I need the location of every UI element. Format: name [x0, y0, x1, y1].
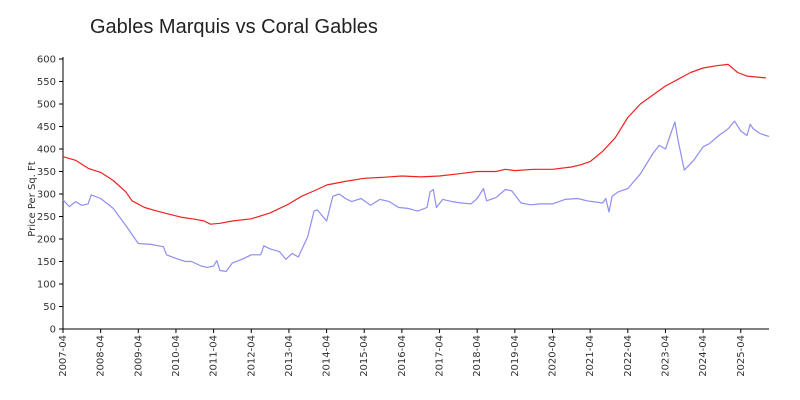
axes: [62, 57, 769, 330]
y-tick-label: 500: [37, 100, 56, 111]
y-tick-label: 300: [37, 190, 56, 201]
x-tick-label: 2017-04: [435, 335, 446, 377]
x-tick-label: 2016-04: [397, 335, 408, 377]
x-tick-label: 2024-04: [698, 335, 709, 377]
y-tick-label: 0: [50, 325, 56, 336]
x-tick-label: 2014-04: [322, 335, 333, 377]
x-tick-label: 2012-04: [246, 335, 257, 377]
x-tick-label: 2010-04: [171, 335, 182, 377]
x-tick-label: 2021-04: [585, 335, 596, 377]
x-tick-label: 2019-04: [510, 335, 521, 377]
x-tick-label: 2025-04: [736, 335, 747, 377]
y-axis-title: Price Per Sq. Ft: [27, 161, 38, 236]
y-ticks: 0 50 100 150 200 250 300 350 400 450 500 550 600: [37, 55, 63, 336]
series-line-2: [62, 120, 770, 272]
x-tick-label: 2018-04: [472, 335, 483, 377]
y-tick-label: 450: [37, 122, 56, 133]
x-tick-label: 2023-04: [660, 335, 671, 377]
y-tick-label: 100: [37, 280, 56, 291]
y-tick-label: 400: [37, 145, 56, 156]
x-tick-label: 2015-04: [359, 335, 370, 377]
x-tick-label: 2020-04: [547, 335, 558, 377]
y-tick-label: 150: [37, 257, 56, 268]
y-tick-label: 250: [37, 212, 56, 223]
series-line-1: [62, 63, 766, 225]
x-tick-label: 2007-04: [58, 335, 69, 377]
series-layer: [62, 63, 770, 272]
x-ticks: 2007-04 2008-04 2009-04 2010-04 2011-04 2012-…: [58, 329, 747, 377]
x-tick-label: 2008-04: [96, 335, 107, 377]
y-tick-label: 600: [37, 55, 56, 66]
y-tick-label: 550: [37, 77, 56, 88]
chart-title: Gables Marquis vs Coral Gables: [90, 16, 378, 38]
y-tick-label: 200: [37, 235, 56, 246]
y-tick-label: 50: [43, 302, 56, 313]
x-tick-label: 2013-04: [284, 335, 295, 377]
y-tick-label: 350: [37, 167, 56, 178]
x-tick-label: 2022-04: [623, 335, 634, 377]
x-tick-label: 2011-04: [209, 335, 220, 377]
x-tick-label: 2009-04: [133, 335, 144, 377]
